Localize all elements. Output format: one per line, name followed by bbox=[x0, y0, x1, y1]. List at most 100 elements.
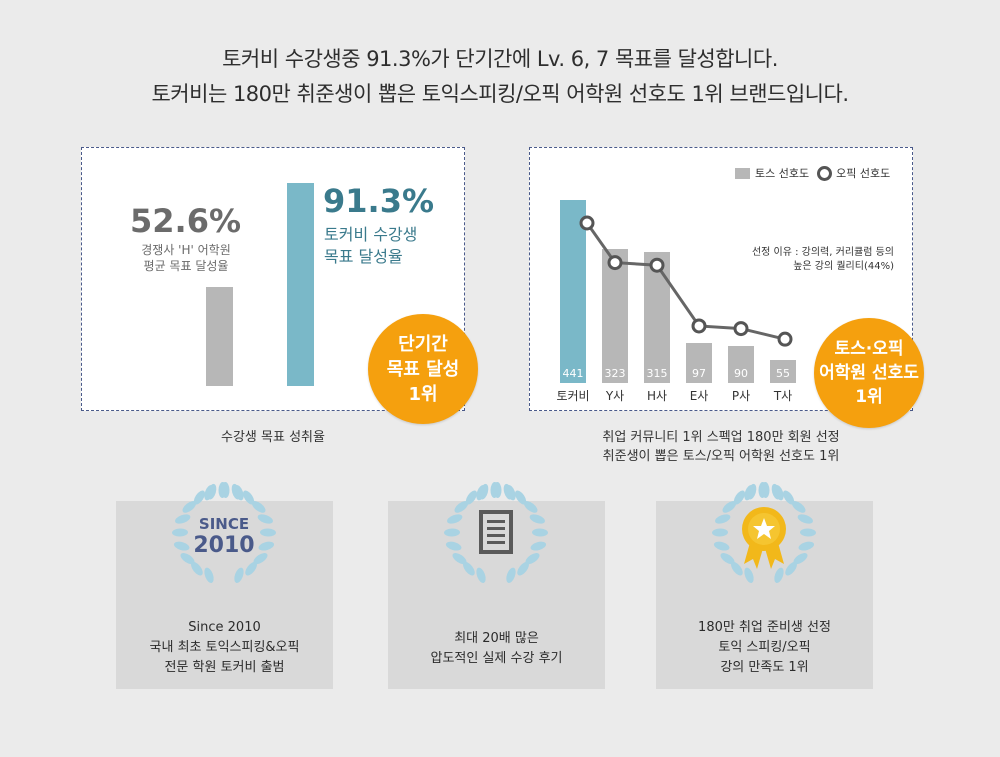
laurel-leaf bbox=[515, 490, 527, 505]
laurel-leaf bbox=[251, 501, 266, 513]
laurel-leaf bbox=[234, 567, 244, 583]
laurel-leaf bbox=[476, 567, 486, 583]
selection-reason: 선정 이유 : 강의력, 커리큘럼 등의 높은 강의 퀄리티(44%) bbox=[720, 246, 894, 274]
laurel-leaf bbox=[260, 528, 276, 537]
laurel-leaf bbox=[490, 482, 499, 498]
bar-value-label: 90 bbox=[734, 367, 748, 380]
selection-reason-line1: 선정 이유 : 강의력, 커리큘럼 등의 bbox=[751, 247, 894, 258]
laurel-leaf bbox=[783, 490, 795, 505]
preference-chart-panel: 토스 선호도 오픽 선호도 선정 이유 : 강의력, 커리큘럼 등의 높은 강의… bbox=[529, 147, 913, 411]
laurel-leaf bbox=[193, 490, 205, 505]
opic-point-E사 bbox=[691, 318, 707, 334]
category-label: 토커비 bbox=[556, 389, 589, 403]
laurel-leaf bbox=[231, 483, 241, 500]
laurel-leaf bbox=[218, 482, 227, 498]
category-label: E사 bbox=[690, 389, 709, 403]
legend-bar-label: 토스 선호도 bbox=[755, 167, 810, 180]
laurel-leaf bbox=[175, 514, 191, 524]
card-3-line2: 토익 스피킹/오픽 bbox=[718, 640, 811, 655]
competitor-desc: 경쟁사 'H' 어학원 평균 목표 달성율 bbox=[130, 242, 242, 274]
opic-point-Y사 bbox=[607, 255, 623, 271]
laurel-leaf bbox=[733, 490, 745, 505]
tokervi-desc-line2: 목표 달성율 bbox=[324, 247, 403, 266]
card-since-2010: SINCE 2010 Since 2010 국내 최초 토익스피킹&오픽 전문 … bbox=[116, 482, 333, 689]
since-emblem-year: 2010 bbox=[193, 533, 255, 558]
competitor-bar bbox=[206, 287, 233, 386]
laurel-leaf bbox=[180, 553, 195, 565]
competitor-value: 52.6% bbox=[130, 202, 242, 240]
laurel-leaf bbox=[532, 528, 548, 537]
laurel-leaf bbox=[476, 485, 486, 501]
laurel-wreath-icon bbox=[172, 482, 276, 583]
card-3-text: 180만 취업 준비생 선정 토익 스피킹/오픽 강의 만족도 1위 bbox=[656, 618, 873, 678]
tokervi-desc-line1: 토커비 수강생 bbox=[324, 225, 418, 244]
award-ribbon-icon bbox=[742, 507, 786, 569]
laurel-leaf bbox=[525, 553, 540, 565]
bar-E사 bbox=[686, 343, 712, 383]
card-3-line3: 강의 만족도 1위 bbox=[720, 660, 809, 675]
card-2-text: 최대 20배 많은 압도적인 실제 수강 후기 bbox=[388, 629, 605, 669]
laurel-leaf bbox=[797, 514, 813, 524]
laurel-leaf bbox=[785, 561, 797, 576]
headline-line-1: 토커비 수강생중 91.3%가 단기간에 Lv. 6, 7 목표를 달성합니다. bbox=[222, 47, 778, 71]
bar-T사 bbox=[770, 360, 796, 383]
goal-badge-line2: 목표 달성 bbox=[386, 358, 460, 380]
card-2-line1: 최대 20배 많은 bbox=[454, 631, 539, 646]
laurel-leaf bbox=[172, 528, 188, 537]
laurel-leaf bbox=[173, 541, 190, 551]
since-emblem: SINCE 2010 bbox=[169, 515, 279, 559]
opic-point-H사 bbox=[649, 257, 665, 273]
laurel-leaf bbox=[445, 541, 462, 551]
laurel-leaf bbox=[523, 501, 538, 513]
preference-caption-line2: 취준생이 뽑은 토스/오픽 어학원 선호도 1위 bbox=[602, 449, 840, 464]
laurel-leaf bbox=[713, 541, 730, 551]
laurel-leaf bbox=[243, 490, 255, 505]
laurel-leaf bbox=[503, 483, 513, 500]
legend-line-marker bbox=[817, 165, 833, 181]
card-3-line1: 180만 취업 준비생 선정 bbox=[698, 620, 831, 635]
laurel-leaf bbox=[530, 541, 547, 551]
laurel-leaf bbox=[454, 501, 469, 513]
laurel-leaf bbox=[771, 483, 781, 500]
opic-point-T사 bbox=[777, 331, 793, 347]
laurel-leaf bbox=[257, 514, 273, 524]
card-2-line2: 압도적인 실제 수강 후기 bbox=[430, 651, 563, 666]
laurel-leaf bbox=[258, 541, 275, 551]
bar-value-label: 315 bbox=[647, 367, 668, 380]
laurel-leaf bbox=[731, 561, 743, 576]
bar-value-label: 323 bbox=[605, 367, 626, 380]
opic-preference-line bbox=[585, 222, 786, 341]
goal-chart-caption: 수강생 목표 성취율 bbox=[221, 430, 325, 445]
laurel-leaf bbox=[465, 490, 477, 505]
laurel-leaf bbox=[712, 528, 728, 537]
laurel-leaf bbox=[744, 567, 754, 583]
bar-value-label: 97 bbox=[692, 367, 706, 380]
goal-badge-line1: 단기간 bbox=[398, 333, 448, 355]
laurel-leaf bbox=[774, 567, 784, 583]
card-1-line2: 국내 최초 토익스피킹&오픽 bbox=[149, 640, 300, 655]
since-emblem-word: SINCE bbox=[198, 515, 250, 533]
card-reviews: 최대 20배 많은 압도적인 실제 수강 후기 bbox=[388, 482, 605, 689]
card-1-line3: 전문 학원 토커비 출범 bbox=[164, 660, 285, 675]
tokervi-bar bbox=[287, 183, 314, 386]
chart-legend: 토스 선호도 오픽 선호도 bbox=[735, 165, 890, 181]
document-icon bbox=[479, 510, 513, 554]
category-label: Y사 bbox=[605, 389, 624, 403]
preference-badge-line1: 토스·오픽 bbox=[834, 339, 904, 359]
bar-토커비 bbox=[560, 200, 586, 383]
preference-badge-line2: 어학원 선호도 bbox=[819, 363, 919, 383]
laurel-leaf bbox=[793, 553, 808, 565]
laurel-leaf bbox=[720, 553, 735, 565]
goal-badge: 단기간 목표 달성 1위 bbox=[368, 314, 478, 424]
laurel-leaf bbox=[798, 541, 815, 551]
laurel-leaf bbox=[447, 514, 463, 524]
bar-value-label: 55 bbox=[776, 367, 790, 380]
laurel-leaf bbox=[715, 514, 731, 524]
competitor-desc-line2: 평균 목표 달성율 bbox=[143, 259, 229, 273]
competitor-desc-line1: 경쟁사 'H' 어학원 bbox=[141, 243, 231, 257]
legend-bar-swatch bbox=[735, 167, 750, 179]
laurel-leaf bbox=[517, 561, 529, 576]
category-label: H사 bbox=[647, 389, 667, 403]
legend-line-label: 오픽 선호도 bbox=[836, 167, 891, 180]
laurel-leaf bbox=[204, 485, 214, 501]
